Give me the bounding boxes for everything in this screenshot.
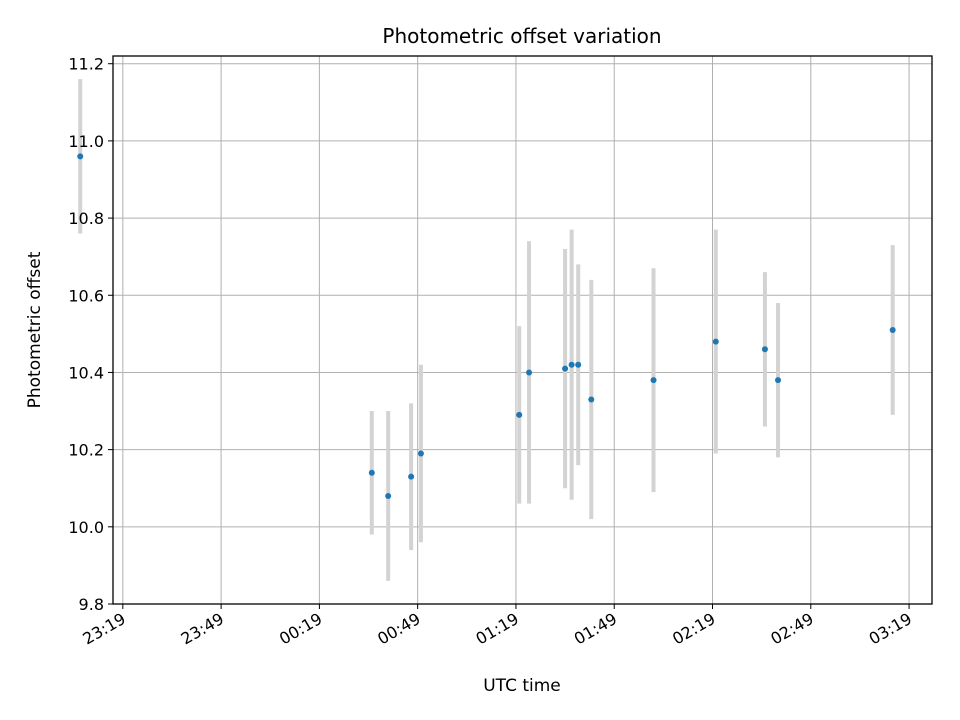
x-axis-title: UTC time <box>483 676 561 696</box>
y-tick-label: 9.8 <box>79 595 104 614</box>
data-point <box>562 365 569 372</box>
plot-area-frame <box>112 55 933 605</box>
y-axis-title: Photometric offset <box>25 251 45 408</box>
data-point <box>775 377 782 384</box>
data-point <box>385 492 392 499</box>
data-point <box>408 473 415 480</box>
data-point <box>761 346 768 353</box>
data-point <box>526 369 533 376</box>
data-point <box>889 327 896 333</box>
y-axis: 9.8 10.0 10.2 10.4 10.6 10.8 11.0 11.2 <box>68 55 113 614</box>
data-point <box>417 450 424 457</box>
data-point <box>516 411 523 418</box>
y-tick-label: 11.2 <box>68 55 104 74</box>
data-points <box>77 153 896 499</box>
data-point <box>650 377 657 384</box>
chart-title: Photometric offset variation <box>382 24 661 48</box>
data-point <box>588 396 595 403</box>
data-point <box>77 153 84 160</box>
y-tick-label: 11.0 <box>68 132 104 151</box>
y-tick-label: 10.8 <box>68 209 104 228</box>
grid <box>113 56 932 605</box>
data-point <box>712 338 719 345</box>
data-point <box>568 361 575 368</box>
y-tick-label: 10.0 <box>68 518 104 537</box>
data-point <box>368 469 375 476</box>
y-tick-label: 10.6 <box>68 286 104 305</box>
y-tick-label: 10.4 <box>68 363 104 382</box>
y-tick-label: 10.2 <box>68 441 104 460</box>
data-point <box>575 361 582 368</box>
